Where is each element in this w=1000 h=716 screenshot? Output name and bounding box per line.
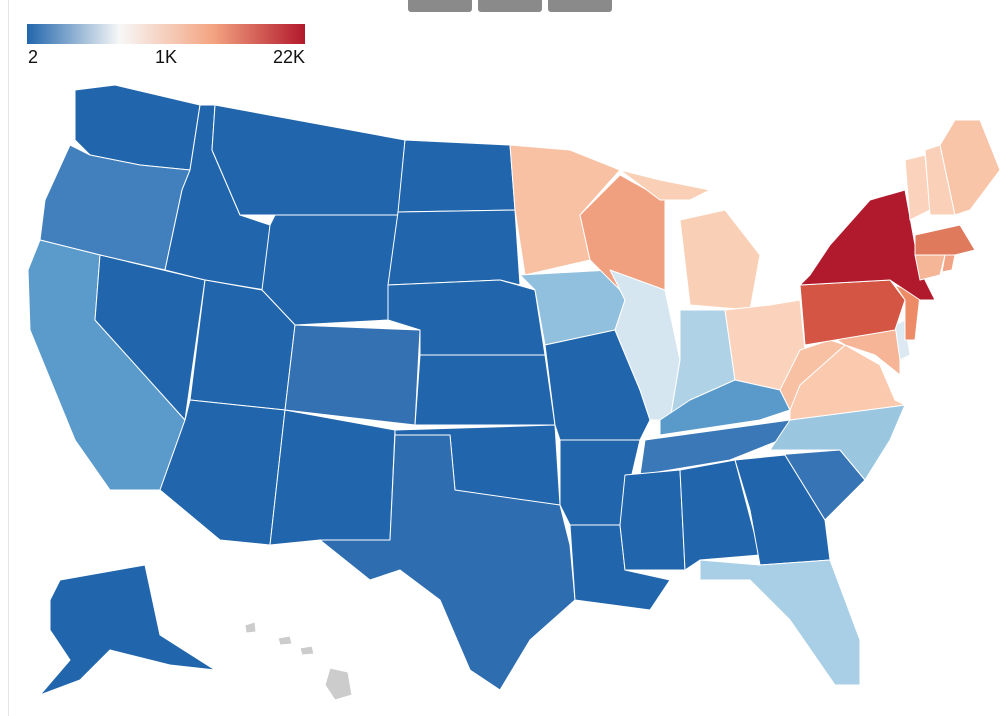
state: [941, 254, 956, 273]
state: [639, 419, 791, 476]
state-no-data: [299, 645, 315, 656]
legend-label: 1K: [155, 47, 177, 67]
map: [27, 84, 1000, 701]
legend-gradient: [27, 24, 305, 44]
state: [387, 209, 521, 286]
state-no-data: [244, 621, 257, 634]
state: [619, 469, 686, 571]
state: [211, 104, 406, 216]
state: [914, 254, 946, 281]
state: [39, 564, 216, 696]
state: [774, 449, 866, 521]
state: [699, 559, 861, 686]
state: [284, 324, 421, 426]
state-no-data: [324, 667, 353, 701]
legend-label: 2: [28, 47, 38, 67]
button[interactable]: [548, 0, 612, 12]
state: [609, 269, 681, 421]
state: [261, 214, 399, 326]
legend: 2 1K 22K: [28, 47, 305, 67]
state: [939, 119, 1000, 216]
state: [397, 139, 516, 213]
state: [679, 459, 761, 571]
state: [679, 209, 761, 311]
state: [414, 354, 556, 426]
state: [319, 434, 576, 691]
button[interactable]: [408, 0, 472, 12]
state: [269, 409, 396, 546]
state: [619, 169, 711, 201]
legend-label: 22K: [273, 47, 305, 67]
state-no-data: [277, 635, 293, 646]
state: [799, 189, 936, 301]
state: [914, 224, 976, 256]
button[interactable]: [478, 0, 542, 12]
